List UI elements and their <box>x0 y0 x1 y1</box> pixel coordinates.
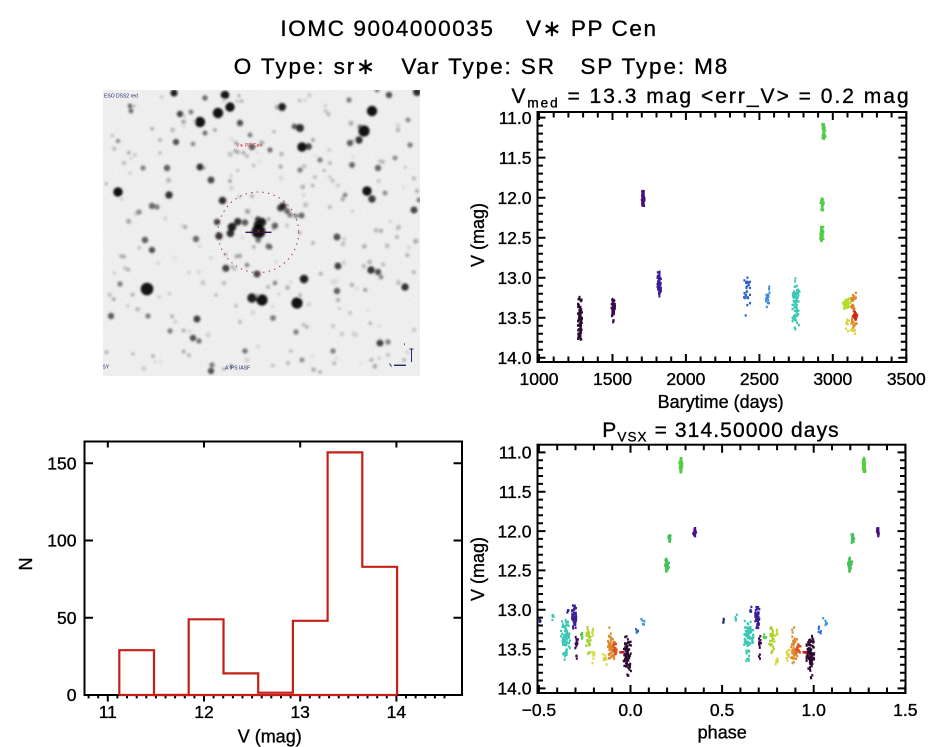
svg-text:11.5: 11.5 <box>499 482 532 502</box>
svg-text:1.5: 1.5 <box>893 700 917 720</box>
svg-text:ESO DSS2 red: ESO DSS2 red <box>104 94 138 100</box>
svg-text:13.0: 13.0 <box>497 600 531 620</box>
svg-text:14.0: 14.0 <box>497 348 531 368</box>
svg-text:13.0: 13.0 <box>497 268 531 288</box>
svg-text:50: 50 <box>57 608 77 628</box>
svg-text:': ' <box>404 344 405 350</box>
svg-text:N: N <box>16 558 36 571</box>
svg-text:−0.5: −0.5 <box>522 700 557 720</box>
svg-text:.SY: .SY <box>101 365 110 371</box>
svg-text:A IPS IASF: A IPS IASF <box>225 366 250 372</box>
svg-text:1500: 1500 <box>593 369 632 389</box>
svg-text:12: 12 <box>194 702 213 722</box>
svg-text:100: 100 <box>47 531 76 551</box>
svg-text:12.0: 12.0 <box>497 188 531 208</box>
svg-text:13: 13 <box>290 702 309 722</box>
svg-text:O Type: sr∗ Var Type: SR S: O Type: sr∗ Var Type: SR SP Type: M8 <box>234 54 729 79</box>
svg-text:IOMC 9004000035 V∗ PP Cen: IOMC 9004000035 V∗ PP Cen <box>280 16 657 41</box>
svg-text:11.5: 11.5 <box>499 148 532 168</box>
svg-text:12.5: 12.5 <box>497 561 531 581</box>
svg-text:14: 14 <box>387 702 407 722</box>
svg-text:V∗ PP Cen: V∗ PP Cen <box>236 143 262 149</box>
svg-text:phase: phase <box>698 723 747 743</box>
svg-text:Barytime (days): Barytime (days) <box>658 392 784 412</box>
svg-text:3000: 3000 <box>813 369 852 389</box>
svg-text:1.0: 1.0 <box>802 700 827 720</box>
svg-text:12.5: 12.5 <box>497 228 531 248</box>
svg-text:12.0: 12.0 <box>497 521 531 541</box>
svg-text:0.5: 0.5 <box>710 700 734 720</box>
svg-text:V (mag): V (mag) <box>468 537 488 601</box>
svg-text:2000: 2000 <box>666 369 705 389</box>
svg-text:11: 11 <box>99 702 117 722</box>
svg-text:V (mag): V (mag) <box>468 203 488 267</box>
svg-text:Vmed = 13.3 mag <err_V> = 0.2: Vmed = 13.3 mag <err_V> = 0.2 mag <box>511 85 910 111</box>
svg-text:V (mag): V (mag) <box>238 727 302 747</box>
svg-text:11.0: 11.0 <box>499 443 532 463</box>
svg-text:14.0: 14.0 <box>497 679 531 699</box>
svg-text:0: 0 <box>67 685 77 705</box>
svg-text:2500: 2500 <box>740 369 779 389</box>
svg-text:0.0: 0.0 <box>618 700 643 720</box>
svg-text:11.0: 11.0 <box>499 108 532 128</box>
svg-text:150: 150 <box>47 453 76 473</box>
svg-text:13.5: 13.5 <box>497 639 531 659</box>
svg-text:1000: 1000 <box>520 369 559 389</box>
svg-text:3500: 3500 <box>887 369 926 389</box>
svg-text:13.5: 13.5 <box>497 308 531 328</box>
